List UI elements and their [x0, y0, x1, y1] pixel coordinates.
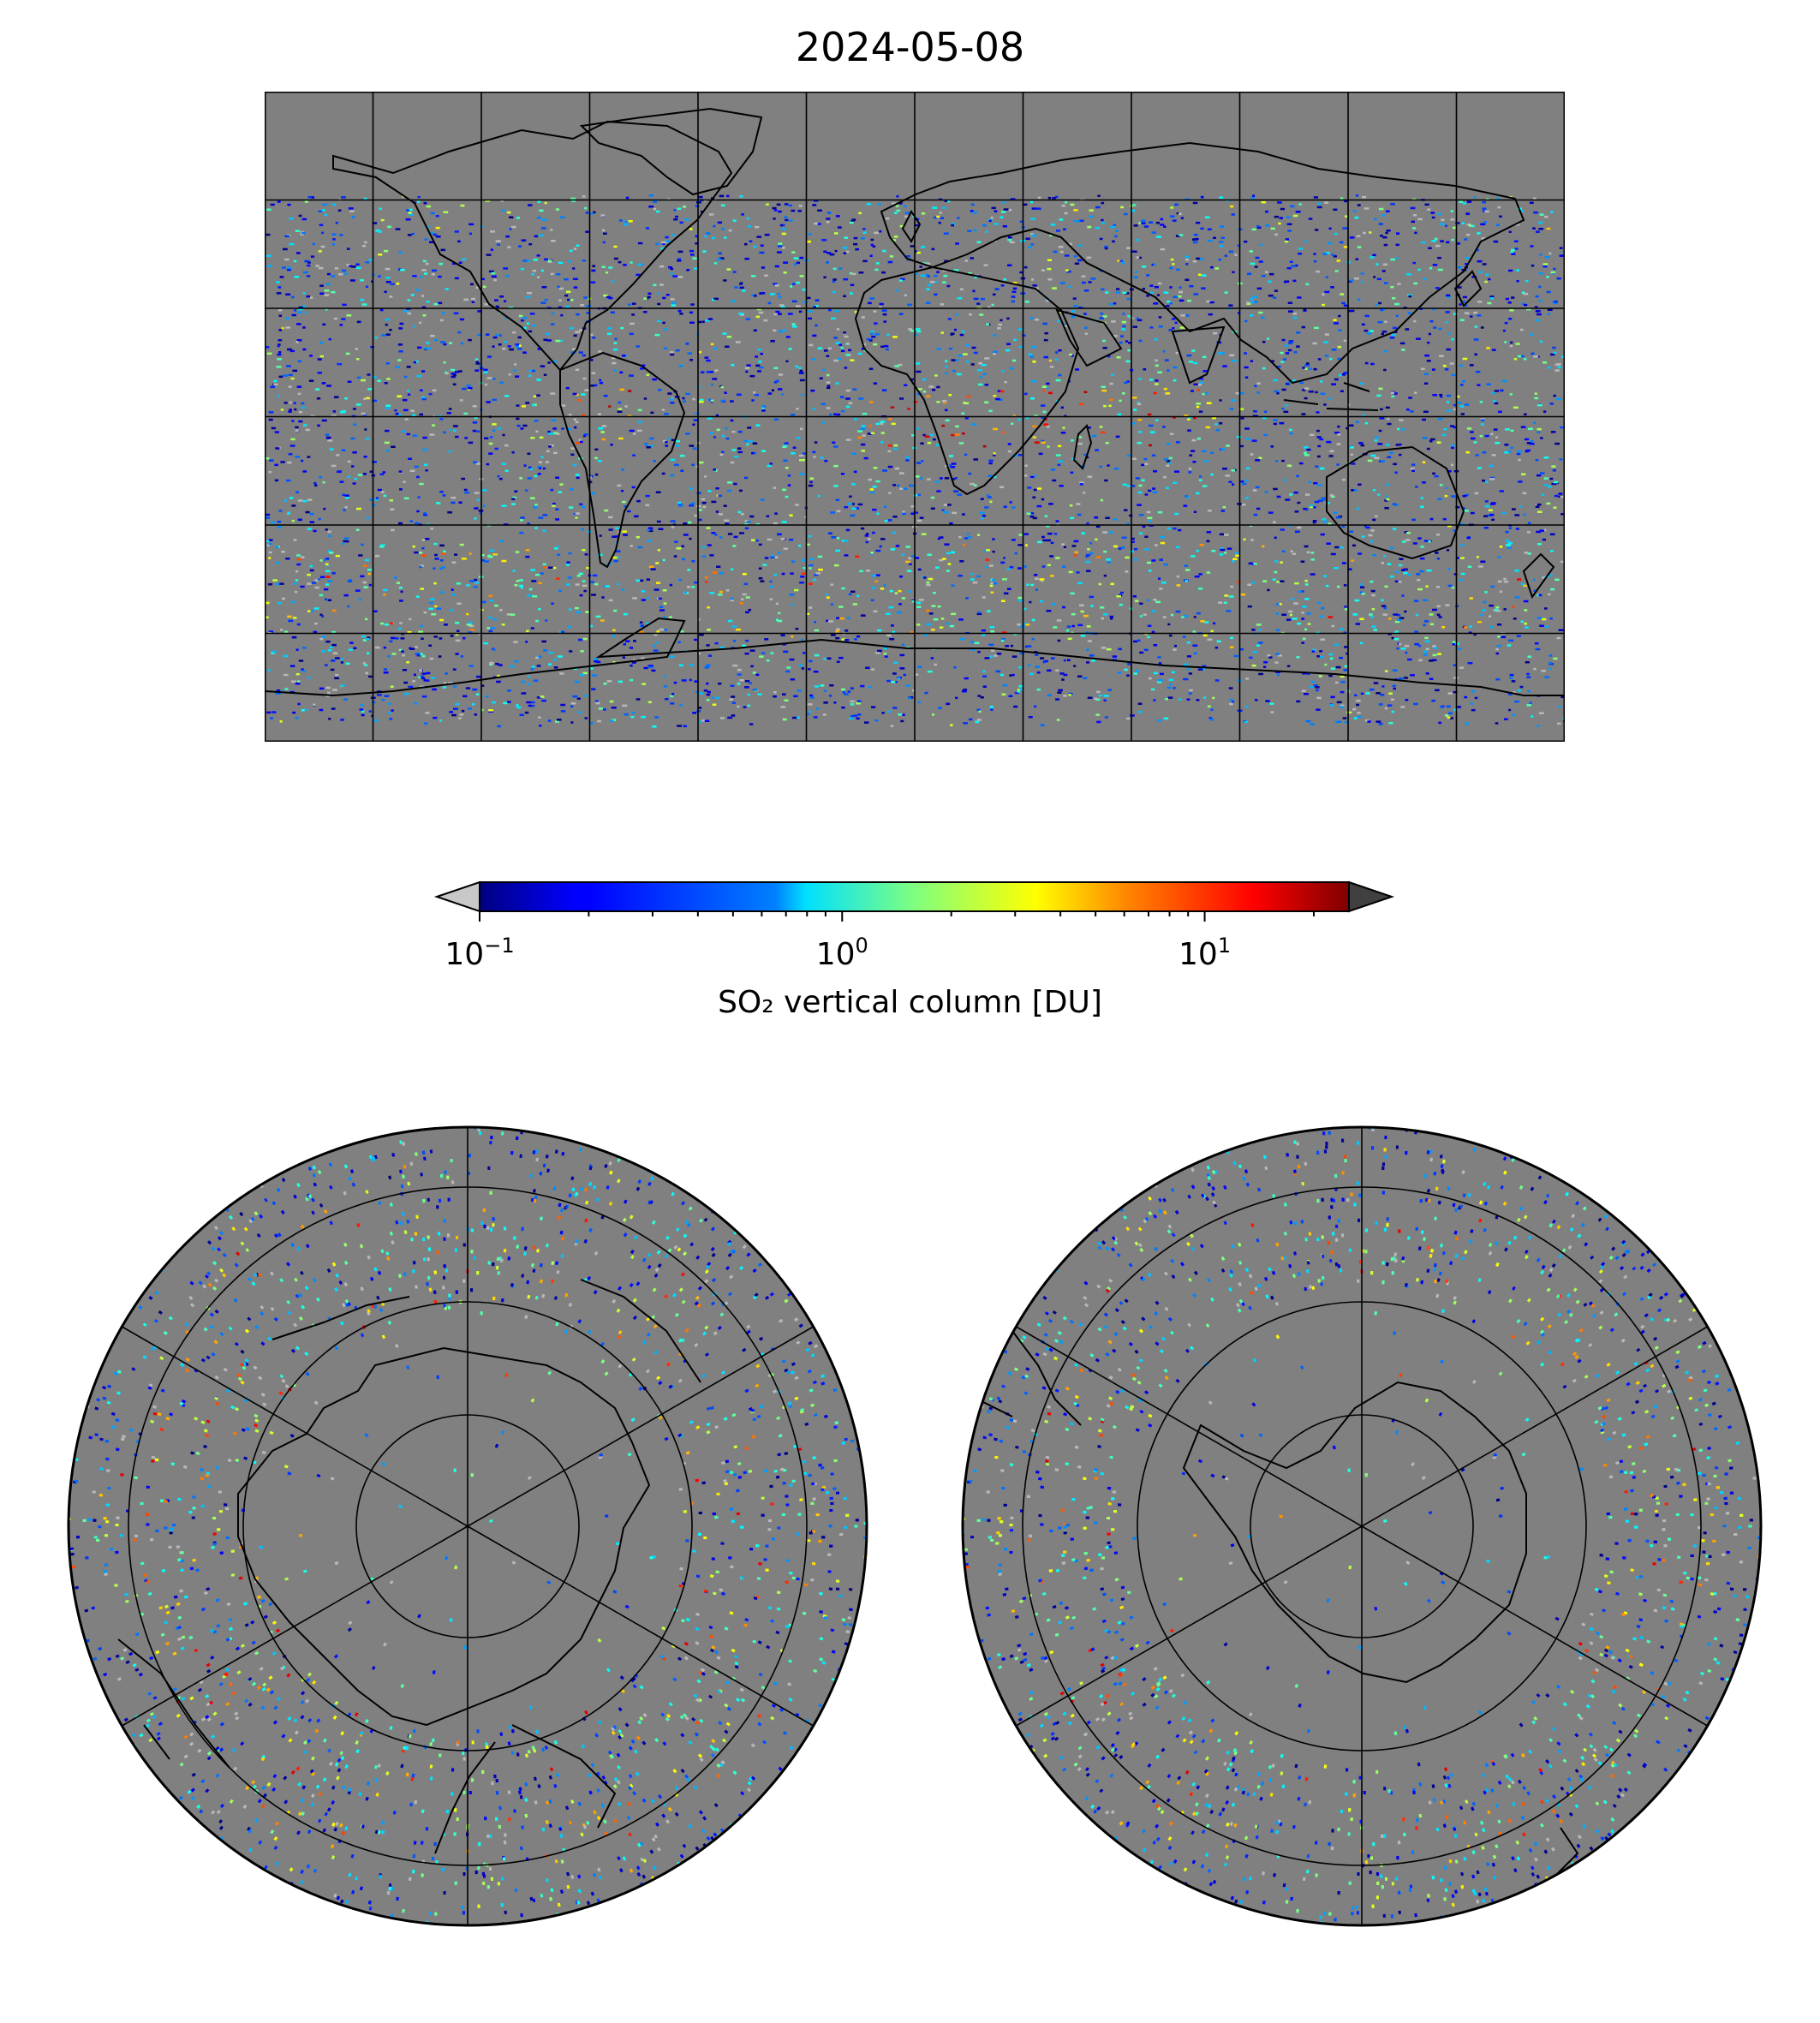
south-graticule [1016, 1127, 1708, 1925]
north-polar-map [67, 1125, 868, 1927]
colorbar-under-extension [433, 880, 480, 913]
so2-data-layer [265, 194, 1565, 728]
colorbar [433, 880, 1395, 922]
tick-exponent: 0 [855, 934, 868, 958]
colorbar-gradient [479, 881, 1350, 912]
tick-exponent: 1 [1217, 934, 1232, 958]
tick-base: 10 [445, 937, 485, 972]
figure-title: 2024-05-08 [795, 24, 1025, 70]
north-graticule [122, 1127, 814, 1925]
colorbar-tick-label: 10−1 [445, 934, 514, 972]
colorbar-tick-label: 100 [816, 934, 868, 972]
tick-exponent: −1 [484, 934, 515, 958]
world-graticule [265, 92, 1565, 742]
colorbar-tick-label: 101 [1179, 934, 1231, 972]
world-map [265, 92, 1565, 742]
south-polar-map [961, 1125, 1763, 1927]
north-coastlines [117, 1279, 701, 1854]
tick-base: 10 [815, 937, 856, 972]
so2-data-layer-north [69, 1127, 867, 1925]
world-coastlines [265, 107, 1565, 697]
colorbar-over-extension [1348, 880, 1395, 913]
colorbar-ticks [479, 911, 1315, 922]
tick-base: 10 [1179, 937, 1218, 972]
colorbar-label: SO₂ vertical column [DU] [718, 985, 1102, 1020]
